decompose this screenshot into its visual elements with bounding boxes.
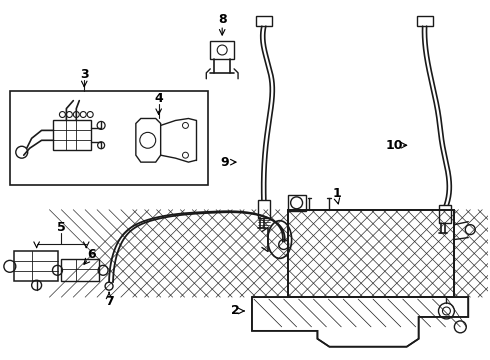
Text: 2: 2 (231, 305, 240, 318)
Bar (61, 260, 99, 281)
Bar (210, 41, 234, 59)
Text: 10: 10 (385, 139, 403, 152)
Text: 4: 4 (154, 92, 163, 105)
Bar (288, 210, 454, 297)
Bar (288, 195, 306, 211)
Bar (288, 210, 454, 297)
Bar (53, 121, 91, 150)
Bar (14, 251, 58, 281)
Text: 6: 6 (87, 248, 96, 261)
Text: 9: 9 (221, 156, 229, 168)
Bar (256, 16, 272, 26)
Bar (416, 16, 433, 26)
Bar (440, 205, 451, 223)
Bar (10, 91, 208, 185)
Bar (258, 200, 270, 218)
Text: 7: 7 (105, 294, 113, 307)
Text: 3: 3 (80, 68, 89, 81)
Text: 5: 5 (57, 221, 66, 234)
Text: 1: 1 (333, 188, 342, 201)
Text: 8: 8 (218, 13, 226, 26)
